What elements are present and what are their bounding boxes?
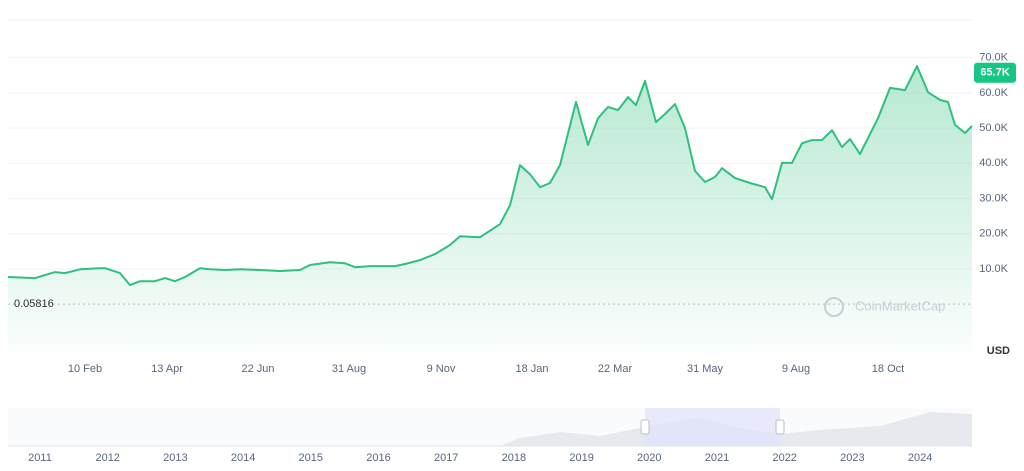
navigator-year: 2022: [772, 452, 796, 464]
x-tick-label: 22 Mar: [598, 363, 633, 375]
y-tick-label: 70.0K: [979, 52, 1008, 64]
price-tag: [974, 62, 1016, 83]
navigator-year: 2017: [434, 452, 458, 464]
navigator-year: 2011: [28, 452, 52, 464]
navigator-year: 2015: [299, 452, 323, 464]
navigator: [8, 408, 972, 447]
y-tick-label: 30.0K: [979, 192, 1008, 204]
price-tag-label: 65.7K: [980, 67, 1009, 79]
navigator-year: 2020: [637, 452, 661, 464]
navigator-year: 2018: [502, 452, 526, 464]
y-tick-label: 20.0K: [979, 228, 1008, 240]
navigator-year: 2012: [95, 452, 119, 464]
currency: USD: [987, 345, 1010, 357]
x-tick-label: 13 Apr: [151, 363, 183, 375]
navigator-year: 2016: [366, 452, 390, 464]
x-tick-label: 18 Oct: [872, 363, 904, 375]
plot: [7, 65, 973, 352]
x-tick-label: 9 Aug: [782, 363, 810, 375]
x-tick-label: 18 Jan: [515, 363, 548, 375]
navigator-years: 2011 2012 2013 2014 2015 2016 2017 2018 2019 2020…: [28, 452, 932, 464]
navigator-handle[interactable]: [775, 419, 785, 435]
x-tick-label: 22 Jun: [241, 363, 274, 375]
navigator-year: 2019: [569, 452, 593, 464]
navigator-year: 2021: [705, 452, 729, 464]
watermark: CoinMarketCap: [855, 298, 945, 313]
navigator-year: 2013: [163, 452, 187, 464]
watermark-logo: [824, 297, 844, 317]
navigator-handle[interactable]: [640, 419, 650, 435]
x-tick-label: 31 Aug: [332, 363, 366, 375]
navigator-year: 2014: [231, 452, 255, 464]
y-tick-label: 40.0K: [979, 157, 1008, 169]
y-tick-label: 60.0K: [979, 87, 1008, 99]
line: [7, 65, 973, 287]
area: [8, 66, 972, 352]
y-tick-label: 50.0K: [979, 122, 1008, 134]
x-tick-label: 10 Feb: [68, 363, 102, 375]
y-tick-label: 10.0K: [979, 263, 1008, 275]
navigator-year: 2023: [840, 452, 864, 464]
x-tick-label: 31 May: [687, 363, 724, 375]
navigator-year: 2024: [908, 452, 932, 464]
x-tick-label: 9 Nov: [427, 363, 456, 375]
baseline-label: 0.05816: [14, 298, 54, 310]
navigator-selection[interactable]: [645, 408, 780, 446]
